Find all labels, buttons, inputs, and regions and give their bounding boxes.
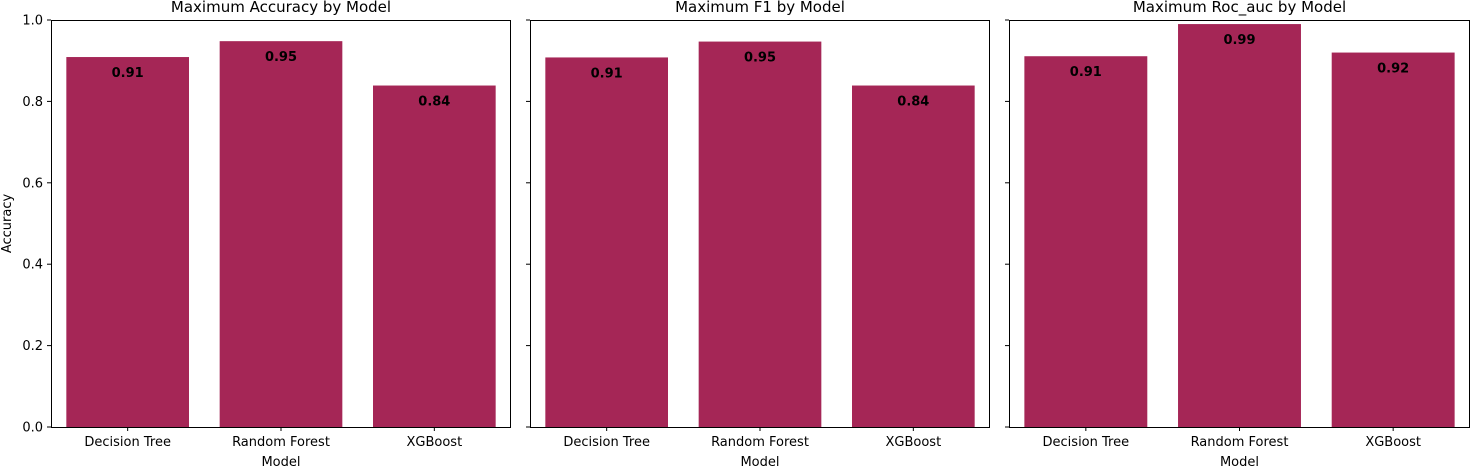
data-label-2-0: 0.91 [1070, 65, 1102, 80]
bar-1-2 [852, 85, 975, 427]
x-tick-label-0-0: Decision Tree [84, 435, 171, 450]
x-axis-label-0: Model [261, 455, 300, 470]
data-label-1-2: 0.84 [897, 95, 929, 110]
y-axis-label-0: Accuracy [0, 194, 15, 254]
x-tick-label-0-2: XGBoost [406, 435, 462, 450]
bar-1-1 [698, 41, 822, 428]
y-tick-label-0-2: 0.4 [22, 258, 43, 273]
bar-2-1 [1178, 24, 1301, 427]
bar-0-0 [66, 57, 189, 428]
y-tick-label-0-3: 0.6 [22, 176, 43, 191]
bar-2-0 [1024, 56, 1148, 428]
y-tick-label-0-5: 1.0 [22, 14, 43, 29]
x-tick-label-2-0: Decision Tree [1043, 435, 1130, 450]
y-tick-label-0-1: 0.2 [22, 339, 43, 354]
x-axis-label-1: Model [740, 455, 779, 470]
x-tick-label-2-1: Random Forest [1191, 435, 1289, 450]
x-tick-label-0-1: Random Forest [232, 435, 330, 450]
chart-title-2: Maximum Roc_auc by Model [1133, 0, 1346, 17]
bar-2-2 [1331, 52, 1455, 428]
x-tick-label-1-2: XGBoost [885, 435, 941, 450]
data-label-0-2: 0.84 [418, 95, 450, 110]
x-axis-label-2: Model [1220, 455, 1259, 470]
data-label-1-1: 0.95 [744, 51, 776, 66]
x-tick-label-2-2: XGBoost [1365, 435, 1421, 450]
x-tick-label-1-1: Random Forest [711, 435, 809, 450]
axes-frame-0 [51, 20, 511, 428]
axes-frame-1 [530, 20, 990, 428]
bar-0-1 [219, 41, 343, 427]
y-tick-label-0-0: 0.0 [22, 421, 43, 436]
data-label-2-1: 0.99 [1223, 33, 1255, 48]
chart-title-1: Maximum F1 by Model [675, 0, 845, 16]
chart-title-0: Maximum Accuracy by Model [171, 0, 391, 16]
y-tick-label-0-4: 0.8 [22, 95, 43, 110]
x-tick-label-1-0: Decision Tree [563, 435, 650, 450]
bar-0-2 [373, 85, 496, 427]
data-label-1-0: 0.91 [591, 66, 623, 81]
data-label-0-1: 0.95 [265, 50, 297, 65]
bar-1-0 [545, 57, 668, 427]
data-label-2-2: 0.92 [1377, 62, 1409, 77]
data-label-0-0: 0.91 [112, 66, 144, 81]
